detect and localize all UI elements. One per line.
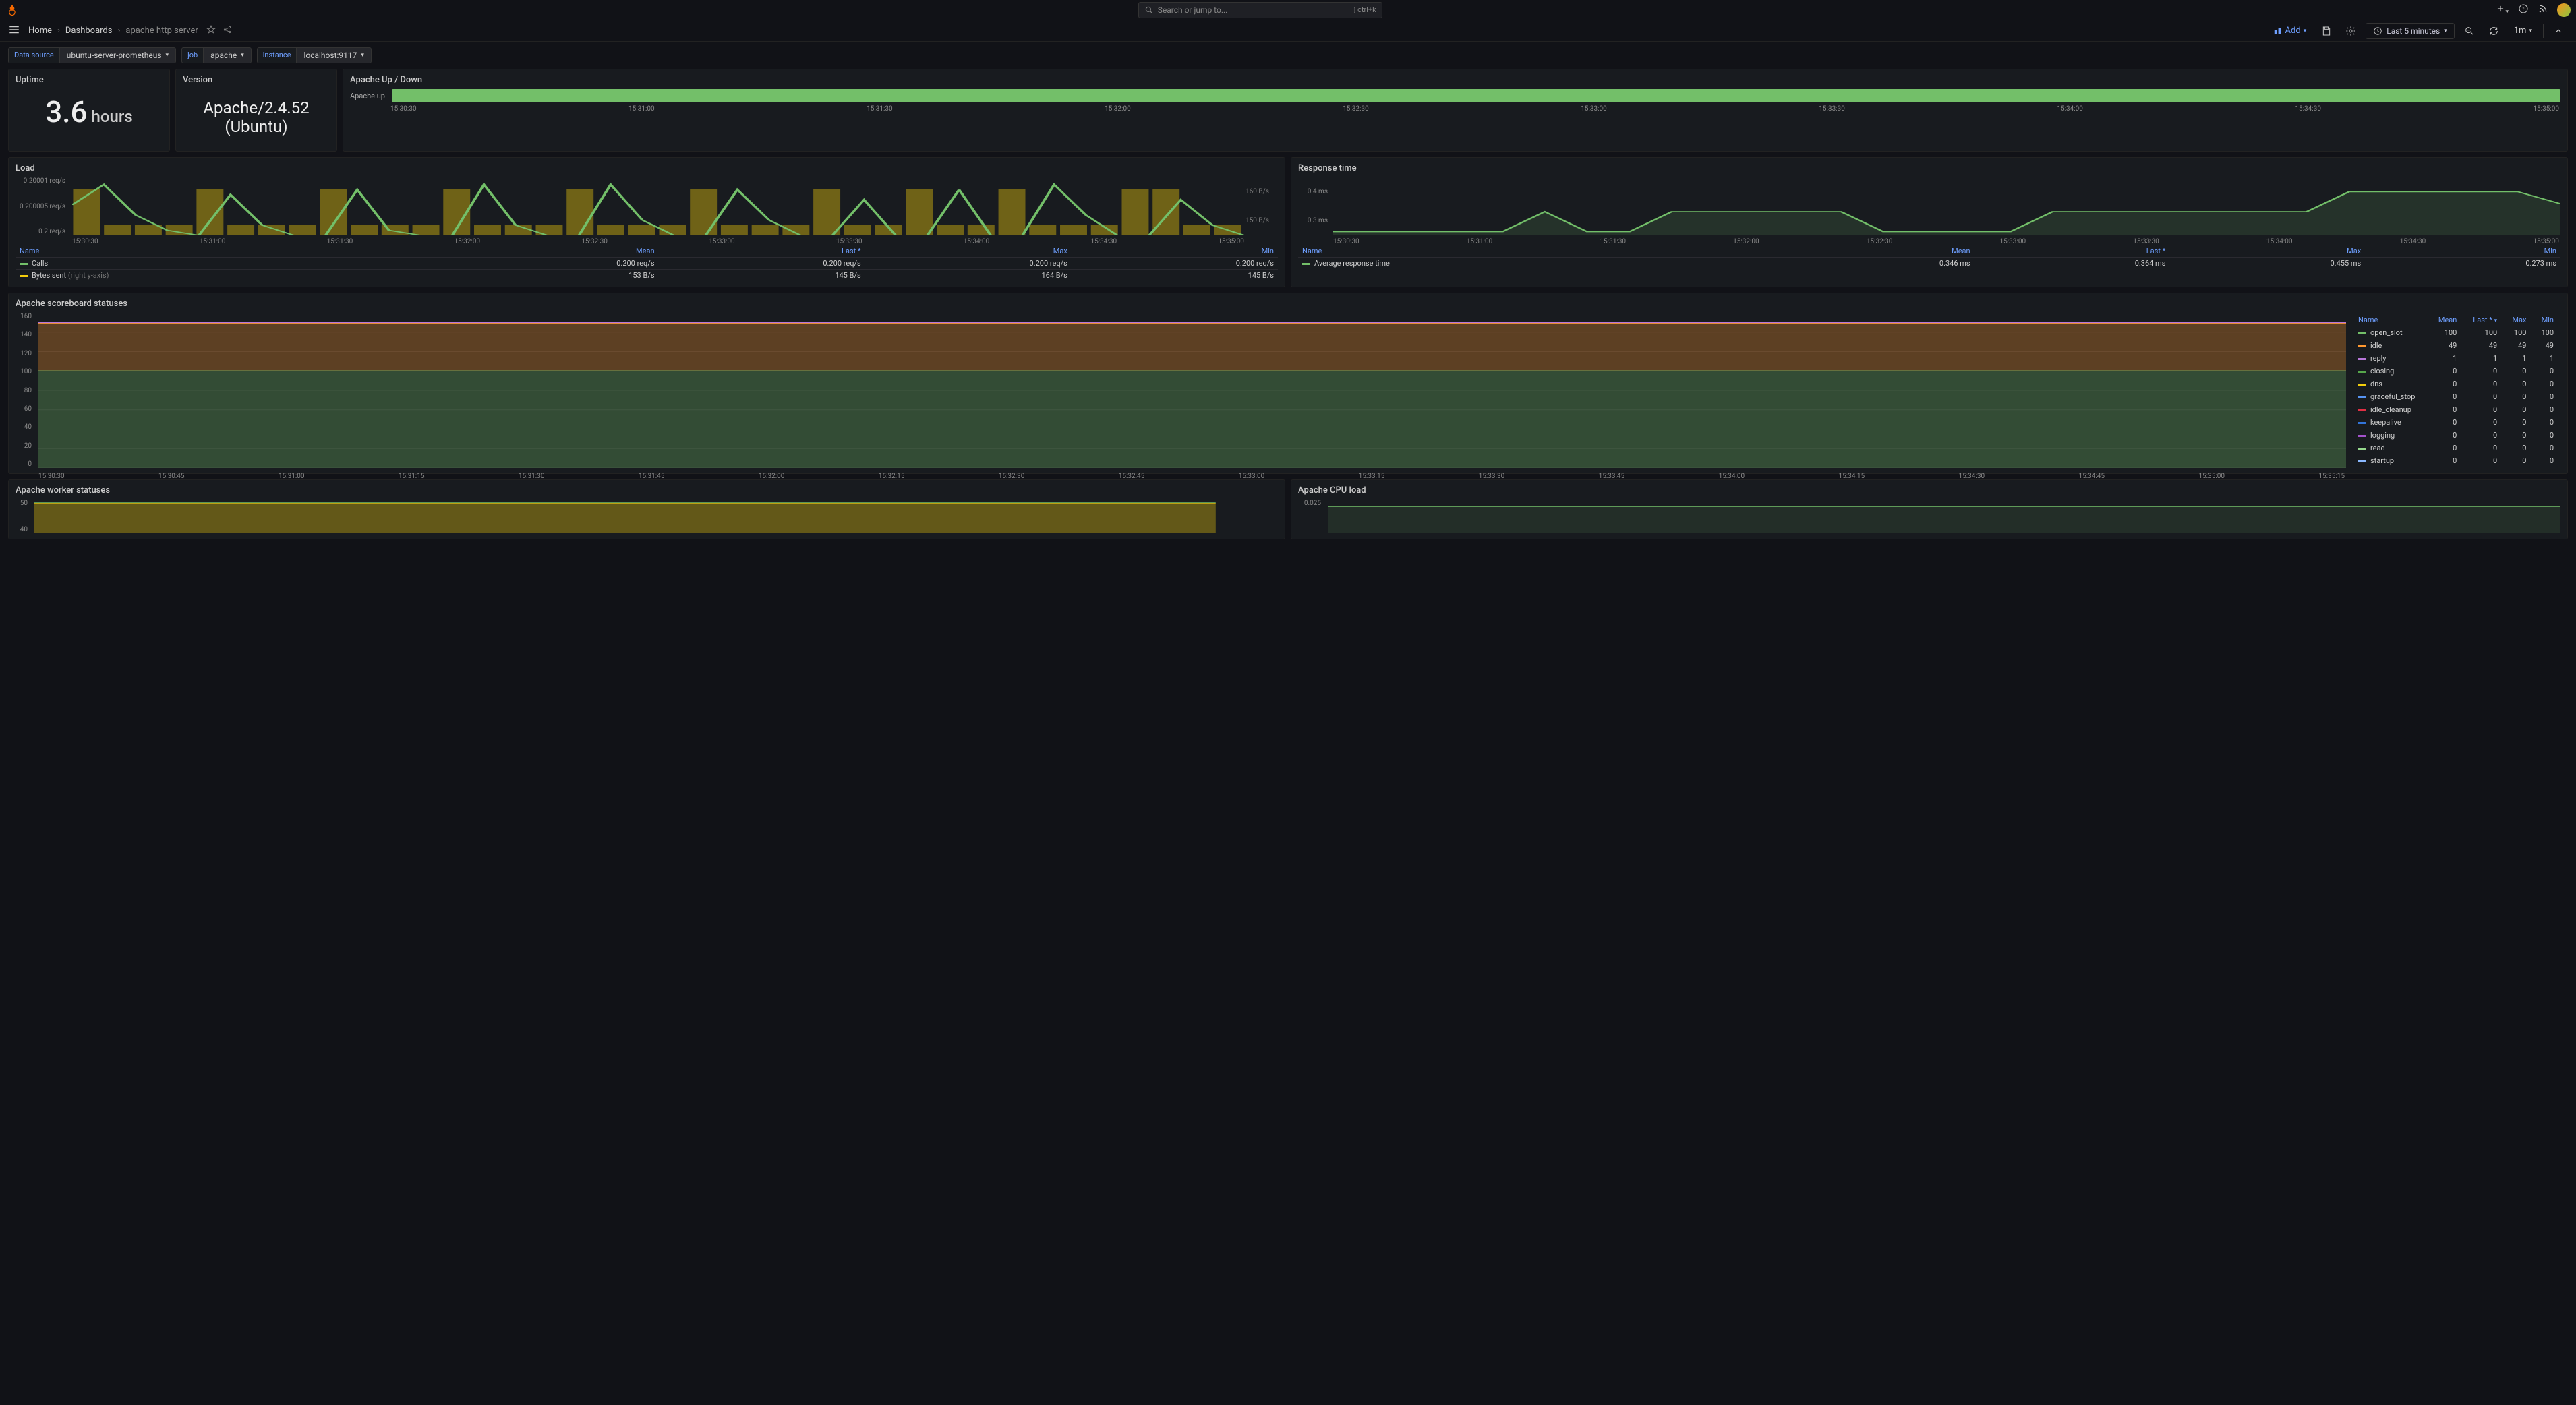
scoreboard-legend: NameMeanLast * ▾MaxMin open_slot10010010… (2351, 313, 2560, 468)
breadcrumb-current: apache http server (125, 26, 198, 36)
panel-cpu: Apache CPU load 0.025 (1291, 479, 2568, 539)
workers-y: 5040 (16, 500, 32, 533)
response-y-left: 0.4 ms0.3 ms (1298, 177, 1332, 235)
panel-response: Response time 0.4 ms0.3 ms 15:30:3015:31… (1291, 157, 2568, 287)
share-icon[interactable] (223, 25, 232, 36)
breadcrumb-home[interactable]: Home (28, 26, 52, 36)
load-legend: NameMeanLast *MaxMin Calls0.200 req/s0.2… (16, 245, 1278, 281)
panel-scoreboard: Apache scoreboard statuses 1601401201008… (8, 293, 2568, 474)
uptime-value: 3.6hours (16, 89, 163, 135)
panel-title: Apache Up / Down (350, 75, 2560, 85)
zoom-out-icon[interactable] (2460, 22, 2479, 40)
load-xticks: 15:30:3015:31:0015:31:3015:32:0015:32:30… (16, 238, 1278, 245)
add-button[interactable]: Add▾ (2268, 23, 2312, 38)
gear-icon[interactable] (2341, 22, 2360, 40)
load-y-left: 0.20001 req/s0.200005 req/s0.2 req/s (16, 177, 69, 235)
panel-workers: Apache worker statuses 5040 (8, 479, 1285, 539)
star-icon[interactable] (206, 25, 216, 36)
variable-filters: Data source ubuntu-server-prometheus▾ jo… (0, 42, 2576, 69)
search-placeholder: Search or jump to... (1158, 5, 1228, 15)
cpu-chart (1298, 500, 2560, 533)
chevron-right-icon: › (117, 26, 120, 36)
updown-xticks: 15:30:3015:31:0015:31:3015:32:0015:32:30… (350, 105, 2560, 113)
load-y-right: 160 B/s150 B/s (1246, 177, 1278, 235)
version-value: Apache/2.4.52 (Ubuntu) (183, 89, 330, 146)
response-chart (1298, 177, 2560, 235)
chevron-up-icon[interactable] (2549, 22, 2568, 40)
panel-title: Load (16, 163, 1278, 173)
svg-text:?: ? (2522, 7, 2524, 12)
search-input[interactable]: Search or jump to... ctrl+k (1138, 2, 1382, 18)
plus-icon[interactable]: ▾ (2496, 4, 2509, 16)
panel-title: Version (183, 75, 330, 85)
time-range-button[interactable]: Last 5 minutes▾ (2366, 23, 2455, 39)
chevron-right-icon: › (57, 26, 60, 36)
search-shortcut: ctrl+k (1347, 5, 1376, 14)
job-filter[interactable]: job apache▾ (181, 47, 252, 63)
help-icon[interactable]: ? (2518, 3, 2529, 16)
save-icon[interactable] (2317, 22, 2336, 40)
panel-title: Apache worker statuses (16, 485, 1278, 496)
panel-uptime: Uptime 3.6hours (8, 69, 170, 152)
scoreboard-xticks: 15:30:3015:30:4515:31:0015:31:1515:31:30… (16, 473, 2346, 480)
updown-label: Apache up (350, 92, 385, 100)
avatar[interactable] (2557, 3, 2571, 17)
panel-updown: Apache Up / Down Apache up 15:30:3015:31… (343, 69, 2568, 152)
panel-title: Apache CPU load (1298, 485, 2560, 496)
panel-title: Apache scoreboard statuses (16, 299, 2560, 309)
panel-title: Response time (1298, 163, 2560, 173)
load-chart (16, 177, 1278, 235)
scoreboard-y: 160140120100806040200 (16, 313, 36, 468)
rss-icon[interactable] (2538, 4, 2548, 16)
response-legend: NameMeanLast *MaxMin Average response ti… (1298, 245, 2560, 269)
menu-icon[interactable] (8, 24, 20, 38)
cpu-y: 0.025 (1298, 500, 1325, 533)
breadcrumb-dashboards[interactable]: Dashboards (65, 26, 113, 36)
refresh-icon[interactable] (2484, 22, 2503, 40)
navbar: Home › Dashboards › apache http server A… (0, 20, 2576, 42)
search-icon (1144, 5, 1154, 15)
response-xticks: 15:30:3015:31:0015:31:3015:32:0015:32:30… (1298, 238, 2560, 245)
updown-bar (392, 89, 2560, 102)
datasource-filter[interactable]: Data source ubuntu-server-prometheus▾ (8, 47, 176, 63)
panel-title: Uptime (16, 75, 163, 85)
instance-filter[interactable]: instance localhost:9117▾ (257, 47, 372, 63)
grafana-logo (5, 3, 19, 17)
refresh-interval[interactable]: 1m▾ (2509, 23, 2538, 38)
workers-chart (16, 500, 1278, 533)
breadcrumb: Home › Dashboards › apache http server (28, 26, 198, 36)
panel-version: Version Apache/2.4.52 (Ubuntu) (175, 69, 337, 152)
panel-load: Load 0.20001 req/s0.200005 req/s0.2 req/… (8, 157, 1285, 287)
topbar: Search or jump to... ctrl+k ▾ ? (0, 0, 2576, 20)
scoreboard-chart (16, 313, 2346, 468)
